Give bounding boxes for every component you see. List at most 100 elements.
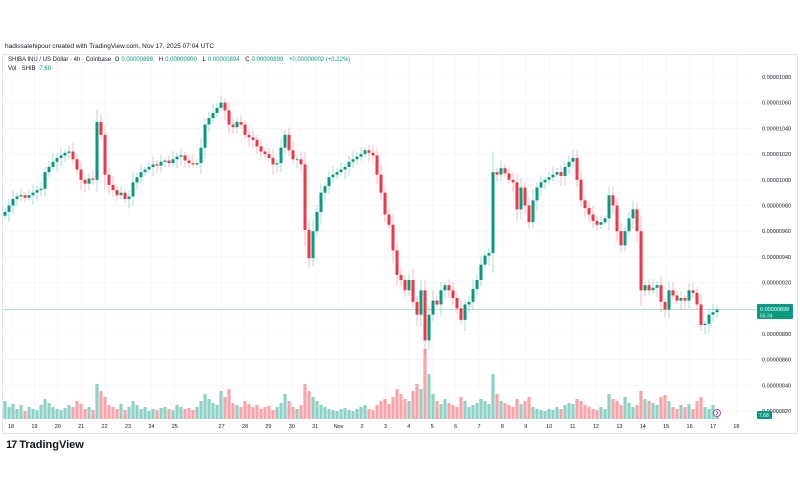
candle[interactable] <box>603 215 607 226</box>
candle[interactable] <box>567 155 571 175</box>
candle[interactable] <box>559 165 563 186</box>
candle[interactable] <box>83 176 87 192</box>
candle[interactable] <box>611 185 615 215</box>
candle[interactable] <box>655 280 659 298</box>
candle[interactable] <box>51 153 55 171</box>
candle[interactable] <box>203 118 207 159</box>
candle[interactable] <box>659 276 663 313</box>
candle[interactable] <box>447 279 451 298</box>
candle[interactable] <box>639 215 643 306</box>
candle[interactable] <box>699 294 703 331</box>
candle[interactable] <box>399 267 403 288</box>
candle[interactable] <box>351 151 355 169</box>
candle[interactable] <box>435 296 439 308</box>
candle[interactable] <box>147 161 151 173</box>
candle[interactable] <box>471 279 475 311</box>
candle[interactable] <box>99 113 103 140</box>
candle[interactable] <box>27 189 31 201</box>
candle[interactable] <box>323 182 327 202</box>
candle[interactable] <box>35 185 39 201</box>
event-icon[interactable] <box>713 409 721 417</box>
candle[interactable] <box>499 160 503 181</box>
candle[interactable] <box>275 159 279 173</box>
candle[interactable] <box>279 138 283 172</box>
candle[interactable] <box>715 305 719 318</box>
candle[interactable] <box>59 148 63 167</box>
candle[interactable] <box>315 205 319 237</box>
candle[interactable] <box>251 129 255 149</box>
candle[interactable] <box>107 167 111 195</box>
candle[interactable] <box>511 171 515 192</box>
candle[interactable] <box>199 138 203 175</box>
candle[interactable] <box>651 279 655 294</box>
candle[interactable] <box>223 98 227 121</box>
candle[interactable] <box>111 176 115 198</box>
candle[interactable] <box>615 197 619 242</box>
candle[interactable] <box>443 281 447 299</box>
candle[interactable] <box>15 192 19 206</box>
candle[interactable] <box>527 197 531 229</box>
candle[interactable] <box>663 298 667 318</box>
candle[interactable] <box>643 281 647 297</box>
candle[interactable] <box>115 185 119 202</box>
candle[interactable] <box>211 104 215 125</box>
candle[interactable] <box>67 146 71 159</box>
candle[interactable] <box>287 127 291 157</box>
candle[interactable] <box>407 273 411 296</box>
candle[interactable] <box>91 170 95 186</box>
candle[interactable] <box>371 144 375 164</box>
candle[interactable] <box>303 151 307 247</box>
candle[interactable] <box>255 135 259 154</box>
candle[interactable] <box>703 320 707 335</box>
candle[interactable] <box>455 292 459 314</box>
candle[interactable] <box>575 150 579 187</box>
candle[interactable] <box>555 167 559 178</box>
candle[interactable] <box>547 171 551 186</box>
candle[interactable] <box>191 155 195 169</box>
candle[interactable] <box>683 295 687 309</box>
candle[interactable] <box>235 117 239 134</box>
candle[interactable] <box>183 152 187 168</box>
candle[interactable] <box>267 148 271 162</box>
candle[interactable] <box>451 281 455 305</box>
candle[interactable] <box>591 205 595 229</box>
candle[interactable] <box>595 216 599 231</box>
candle[interactable] <box>707 308 711 333</box>
candle[interactable] <box>271 149 275 175</box>
candle[interactable] <box>263 148 267 159</box>
candle[interactable] <box>159 154 163 173</box>
candle[interactable] <box>319 183 323 224</box>
candle[interactable] <box>187 154 191 169</box>
candle[interactable] <box>143 166 147 177</box>
candle[interactable] <box>519 177 523 220</box>
candle[interactable] <box>63 149 67 163</box>
candle[interactable] <box>391 213 395 264</box>
candle[interactable] <box>543 176 547 190</box>
candle[interactable] <box>431 290 435 321</box>
candle[interactable] <box>283 130 287 155</box>
candle[interactable] <box>343 163 347 179</box>
candle[interactable] <box>135 172 139 190</box>
candle[interactable] <box>667 282 671 318</box>
candle[interactable] <box>551 166 555 182</box>
candle[interactable] <box>311 219 315 267</box>
candle[interactable] <box>467 296 471 313</box>
candle[interactable] <box>243 120 247 139</box>
candle[interactable] <box>327 170 331 194</box>
candle[interactable] <box>291 141 295 164</box>
candle[interactable] <box>415 296 419 326</box>
candle[interactable] <box>39 182 43 197</box>
candle[interactable] <box>79 161 83 191</box>
candle[interactable] <box>419 280 423 327</box>
tradingview-logo[interactable]: 17 TradingView <box>6 439 84 451</box>
candle[interactable] <box>163 157 167 168</box>
candle[interactable] <box>363 147 367 158</box>
candle[interactable] <box>479 255 483 287</box>
candle[interactable] <box>43 167 47 197</box>
candle[interactable] <box>11 190 15 215</box>
candle[interactable] <box>31 184 35 205</box>
candle[interactable] <box>695 287 699 311</box>
candle[interactable] <box>631 200 635 229</box>
candle[interactable] <box>23 192 27 203</box>
candle[interactable] <box>539 175 543 196</box>
